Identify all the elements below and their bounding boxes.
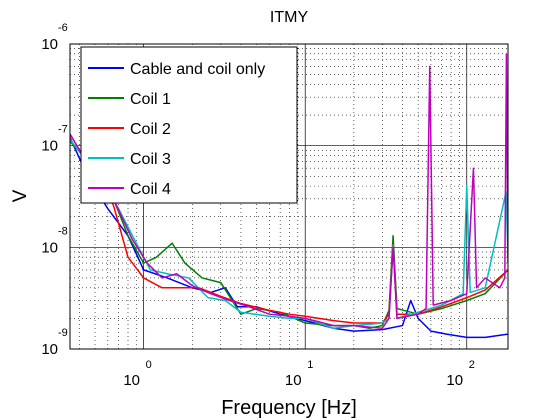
plot-lines <box>70 53 508 339</box>
x-axis-label: Frequency [Hz] <box>221 397 357 419</box>
legend-label-4: Coil 3 <box>130 151 171 168</box>
x-tick-label: 10 <box>123 372 140 389</box>
chart-title: ITMY <box>270 9 309 26</box>
legend-box <box>80 46 298 204</box>
y-tick-exponent: -6 <box>58 22 68 34</box>
y-tick-label: 10 <box>41 138 58 155</box>
y-tick-label: 10 <box>41 36 58 53</box>
legend: Cable and coil only Coil 1 Coil 2 Coil 3 Coi… <box>80 46 298 204</box>
legend-label-5: Coil 4 <box>130 181 171 198</box>
x-tick-exponent: 2 <box>469 359 475 371</box>
y-tick-label: 10 <box>41 341 58 358</box>
x-tick-exponent: 0 <box>146 359 152 371</box>
series-line-5 <box>70 53 508 329</box>
legend-label-3: Coil 2 <box>130 121 171 138</box>
y-tick-exponent: -9 <box>58 327 68 339</box>
y-axis-ticks: 10-910-810-710-6 <box>41 22 67 358</box>
x-tick-label: 10 <box>285 372 302 389</box>
legend-label-2: Coil 1 <box>130 91 171 108</box>
y-tick-label: 10 <box>41 239 58 256</box>
plot-frame <box>69 43 509 350</box>
y-tick-exponent: -7 <box>58 124 68 136</box>
x-tick-label: 10 <box>446 372 463 389</box>
y-axis-label: V <box>10 189 31 202</box>
x-axis-ticks: 10 0 10 1 10 2 <box>123 359 475 389</box>
series-line-3 <box>70 133 508 324</box>
x-tick-exponent: 1 <box>307 359 313 371</box>
y-tick-exponent: -8 <box>58 225 68 237</box>
legend-label-1: Cable and coil only <box>130 61 265 78</box>
